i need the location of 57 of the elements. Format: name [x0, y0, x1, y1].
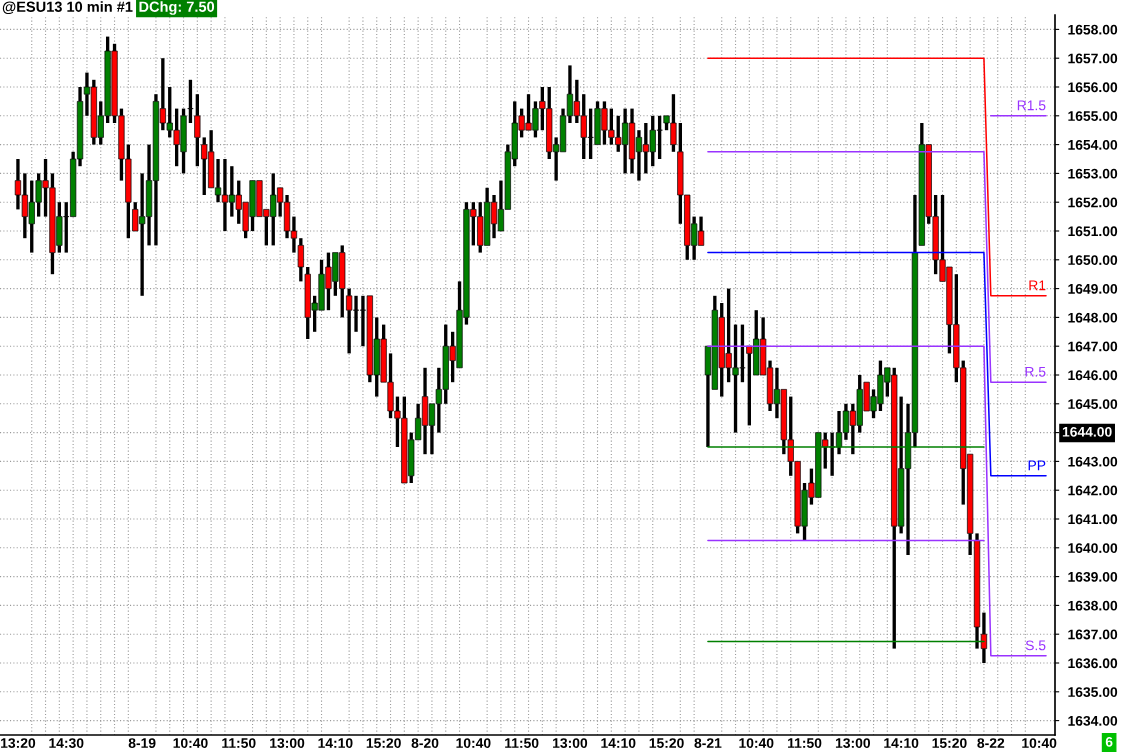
candlestick [194, 94, 201, 167]
x-tick-label: 15:20 [649, 738, 684, 748]
y-tick-label: 1647.00 [1068, 341, 1118, 352]
y-tick-label: 1646.00 [1068, 370, 1118, 381]
x-tick-label: 13:20 [1, 738, 36, 748]
series-label: PP [1028, 460, 1046, 471]
x-tick-label: 13:00 [553, 738, 588, 748]
x-tick-label: 10:40 [1022, 738, 1057, 748]
y-tick-label: 1653.00 [1068, 168, 1118, 179]
y-tick-label: 1639.00 [1068, 571, 1118, 582]
series-label: R.5 [1025, 366, 1046, 377]
x-tick-label: 10:40 [456, 738, 491, 748]
y-tick-label: 1640.00 [1068, 543, 1118, 553]
y-tick-label: 1638.00 [1068, 600, 1118, 611]
y-tick-label: 1645.00 [1068, 399, 1118, 409]
y-tick-label: 1641.00 [1068, 514, 1118, 525]
y-tick-label: 1634.00 [1068, 715, 1118, 726]
candlestick [980, 612, 988, 663]
x-tick-label: 8-21 [694, 738, 722, 748]
x-tick-label: 8-19 [128, 738, 156, 748]
y-tick-label: 1636.00 [1068, 658, 1118, 669]
y-tick-label: 1658.00 [1068, 24, 1118, 35]
x-tick-label: 15:20 [932, 738, 967, 748]
series-label: R1 [1029, 280, 1046, 291]
y-tick-label: 1656.00 [1068, 82, 1118, 93]
x-tick-label: 8-20 [411, 738, 439, 748]
series-label: S.5 [1025, 640, 1046, 651]
x-tick-label: 10:40 [739, 738, 774, 748]
chart-title: @ESU13 10 min #1 [2, 1, 133, 15]
y-tick-label: 1648.00 [1068, 312, 1118, 323]
y-tick-label: 1651.00 [1068, 226, 1118, 237]
y-tick-label: 1642.00 [1068, 485, 1118, 496]
y-tick-label: 1655.00 [1068, 111, 1118, 121]
y-tick-label: 1654.00 [1068, 139, 1118, 150]
x-tick-label: 11:50 [788, 738, 822, 748]
series-label: R1.5 [1017, 100, 1046, 111]
x-tick-label: 11:50 [222, 738, 256, 748]
x-tick-label: 15:20 [366, 738, 401, 748]
y-tick-label: 1657.00 [1068, 53, 1118, 64]
y-tick-label: 1643.00 [1068, 456, 1118, 467]
x-tick-label: 13:00 [835, 738, 871, 748]
text: DChg: 7.50 [139, 1, 215, 15]
x-tick-label: 14:10 [884, 738, 919, 748]
y-tick-label: 1652.00 [1068, 197, 1118, 208]
x-tick-label: 11:50 [505, 738, 539, 748]
x-tick-label: 14:10 [318, 738, 353, 748]
x-tick-label: 10:40 [173, 738, 208, 748]
text: 6 [1105, 736, 1113, 747]
x-tick-label: 14:30 [49, 738, 84, 748]
y-tick-label: 1649.00 [1068, 283, 1118, 294]
x-tick-label: 13:00 [270, 738, 305, 748]
x-tick-label: 8-22 [977, 738, 1005, 748]
y-tick-label: 1637.00 [1068, 629, 1118, 640]
text: 1644.00 [1062, 426, 1112, 437]
x-tick-label: 14:10 [601, 738, 636, 748]
y-tick-label: 1650.00 [1068, 255, 1118, 265]
y-tick-label: 1635.00 [1068, 687, 1118, 697]
